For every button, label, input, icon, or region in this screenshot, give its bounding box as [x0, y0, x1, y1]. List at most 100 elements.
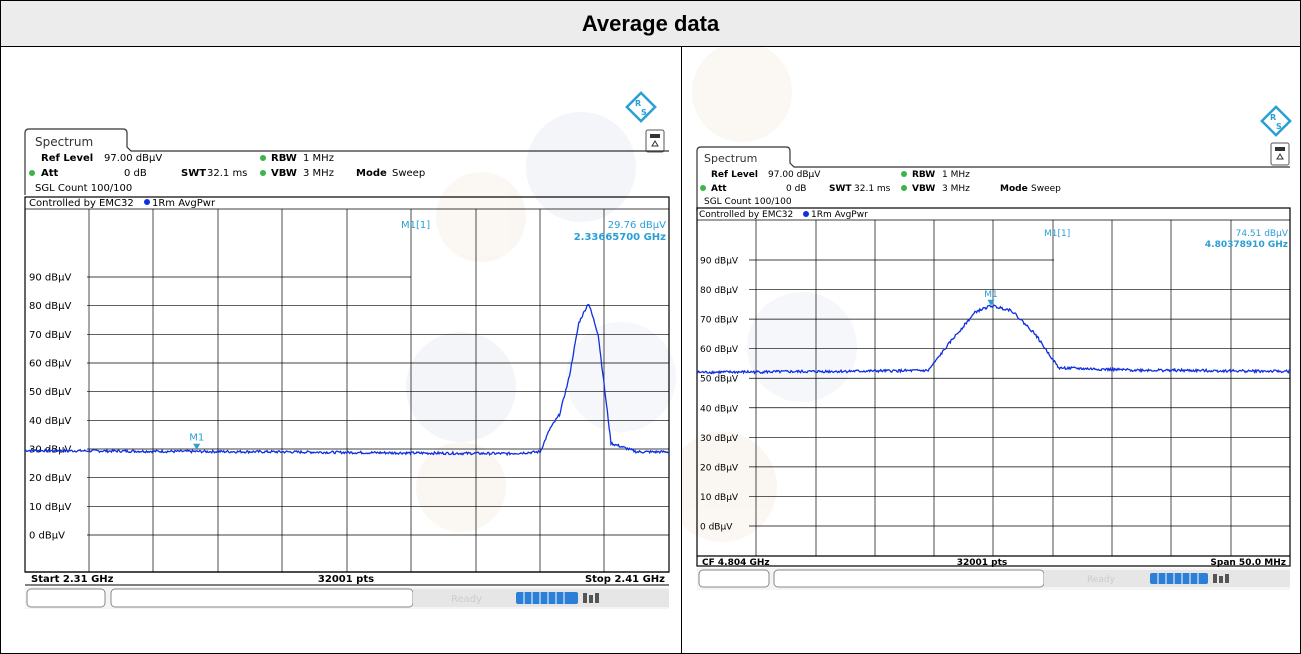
background-watermark	[682, 47, 857, 542]
y-tick-label: 70 dBµV	[700, 316, 739, 326]
status-field-1[interactable]	[26, 588, 106, 608]
spectrum-tab-outline	[24, 128, 669, 195]
y-tick-label: 80 dBµV	[700, 286, 739, 296]
trace-label: 1Rm AvgPwr	[152, 198, 216, 209]
spectrum-tab[interactable]: Spectrum	[704, 152, 757, 165]
ref-level-label: Ref Level	[711, 170, 758, 180]
footer-points: 32001 pts	[957, 558, 1008, 568]
rbw-indicator-icon	[260, 155, 266, 161]
ref-level-value: 97.00 dBµV	[768, 170, 821, 180]
mode-label: Mode	[1000, 184, 1028, 194]
y-tick-label: 50 dBµV	[700, 375, 739, 385]
progress-bar	[516, 592, 578, 604]
y-tick-label: 20 dBµV	[700, 463, 739, 473]
y-tick-label: 0 dBµV	[29, 531, 65, 542]
y-tick-label: 40 dBµV	[29, 416, 71, 427]
marker-table-name: M1[1]	[1044, 229, 1070, 239]
trace-dot-icon	[144, 199, 150, 205]
marker-triangle	[193, 443, 201, 450]
footer-stop: Stop 2.41 GHz	[585, 574, 665, 585]
vbw-value: 3 MHz	[303, 168, 334, 179]
y-tick-label: 80 dBµV	[29, 301, 71, 312]
marker-level-readout: 29.76 dBµV	[608, 220, 666, 231]
trace-path	[24, 304, 670, 457]
svg-text:R: R	[1270, 113, 1276, 122]
trace-label: 1Rm AvgPwr	[811, 210, 868, 220]
vbw-value: 3 MHz	[942, 184, 970, 194]
column-divider	[681, 47, 682, 654]
controlled-by-label: Controlled by EMC32	[29, 198, 134, 209]
att-value: 0 dB	[124, 168, 147, 179]
att-label: Att	[711, 184, 727, 194]
y-tick-label: 70 dBµV	[29, 330, 71, 341]
footer-start: Start 2.31 GHz	[31, 574, 114, 585]
marker-m1[interactable]: M1	[984, 290, 998, 306]
y-tick-label: 0 dBµV	[700, 523, 733, 533]
y-tick-label: 30 dBµV	[29, 445, 71, 456]
rbw-label: RBW	[912, 170, 935, 180]
status-ready: Ready	[1087, 575, 1116, 585]
controlled-by-label: Controlled by EMC32	[699, 210, 793, 220]
plot-grid	[87, 209, 669, 572]
rbw-value: 1 MHz	[942, 170, 970, 180]
footer-span: Span 50.0 MHz	[1210, 558, 1286, 568]
spectrum-tab-outline	[696, 146, 1290, 211]
status-field-1[interactable]	[698, 569, 770, 588]
svg-text:S: S	[641, 108, 647, 117]
vbw-label: VBW	[912, 184, 935, 194]
page-title: Average data	[1, 1, 1300, 47]
trace-dot-icon	[803, 211, 809, 217]
spectrum-screen-left: R S Spectrum Ref Level 97.00 dBµV Att 0 …	[24, 91, 676, 609]
rbw-label: RBW	[271, 153, 297, 164]
vbw-indicator-icon	[260, 170, 266, 176]
y-tick-label: 90 dBµV	[29, 273, 71, 284]
spectrum-panel-right: R S Spectrum Ref Level 97.00 dBµV Att 0 …	[682, 47, 1300, 653]
progress-bar	[1150, 573, 1208, 584]
att-indicator-icon	[700, 185, 706, 191]
marker-m1[interactable]: M1	[189, 433, 204, 450]
att-value: 0 dB	[786, 184, 806, 194]
y-tick-label: 50 dBµV	[29, 387, 71, 398]
marker-triangle	[987, 299, 995, 306]
y-axis-ticks: 90 dBµV 80 dBµV 70 dBµV 60 dBµV 50 dBµV 40 dB…	[29, 273, 71, 542]
status-field-2[interactable]	[110, 588, 414, 608]
status-field-2[interactable]	[773, 569, 1045, 588]
status-ready: Ready	[451, 594, 482, 605]
mode-value: Sweep	[1031, 184, 1061, 194]
spectrum-screen-right: R S Spectrum Ref Level 97.00 dBµV Att 0 …	[682, 47, 1292, 590]
swt-value: 32.1 ms	[207, 168, 247, 179]
trace-line	[24, 304, 670, 457]
swt-label: SWT	[829, 184, 852, 194]
y-tick-label: 20 dBµV	[29, 473, 71, 484]
rbw-indicator-icon	[901, 171, 907, 177]
sgl-count: SGL Count 100/100	[35, 183, 132, 194]
rs-logo: R S	[1260, 105, 1292, 137]
marker-table-name: M1[1]	[401, 220, 430, 231]
status-icon	[583, 593, 599, 603]
footer-cf: CF 4.804 GHz	[702, 558, 770, 568]
vbw-indicator-icon	[901, 185, 907, 191]
marker-freq-readout: 4.80378910 GHz	[1205, 240, 1288, 250]
svg-text:S: S	[1276, 122, 1282, 131]
svg-text:R: R	[635, 99, 641, 108]
screenshot-icon[interactable]	[1270, 142, 1290, 166]
att-label: Att	[41, 168, 59, 179]
y-tick-label: 10 dBµV	[700, 493, 739, 503]
mode-label: Mode	[356, 168, 387, 179]
ref-level-label: Ref Level	[41, 153, 93, 164]
marker-freq-readout: 2.33665700 GHz	[574, 232, 666, 243]
screenshot-icon[interactable]	[645, 129, 665, 153]
swt-value: 32.1 ms	[854, 184, 891, 194]
trace-line	[696, 304, 1291, 375]
status-icon	[1213, 574, 1229, 583]
plot-frame	[696, 207, 1291, 567]
vbw-label: VBW	[271, 168, 297, 179]
y-tick-label: 60 dBµV	[700, 345, 739, 355]
spectrum-tab[interactable]: Spectrum	[35, 135, 93, 149]
spectrum-panel-left: R S Spectrum Ref Level 97.00 dBµV Att 0 …	[1, 47, 681, 653]
ref-level-value: 97.00 dBµV	[104, 153, 162, 164]
trace-path	[696, 304, 1291, 375]
sgl-count: SGL Count 100/100	[704, 197, 792, 207]
footer-points: 32001 pts	[318, 574, 374, 585]
